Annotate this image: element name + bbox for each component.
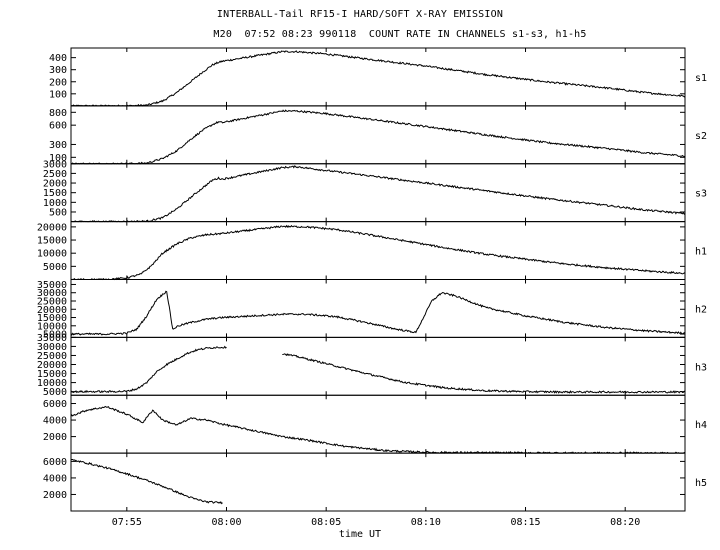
panel-frame-h3 <box>70 336 686 396</box>
series-line-s3-1 <box>70 166 283 223</box>
chart-title: INTERBALL-Tail RF15-I HARD/SOFT X-RAY EM… <box>216 9 504 20</box>
y-tick-label-h1: 15000 <box>37 236 67 247</box>
chart-subtitle: M20 07:52 08:23 990118 COUNT RATE IN CHA… <box>213 29 587 40</box>
y-tick-label-s1: 300 <box>49 65 67 76</box>
x-tick-label: 08:10 <box>411 517 441 528</box>
y-tick-label-h2: 5000 <box>43 330 67 341</box>
x-tick-label: 08:15 <box>510 517 540 528</box>
panel-label-s2: s2 <box>695 131 707 142</box>
y-tick-label-h5: 2000 <box>43 490 67 501</box>
y-tick-label-h3: 35000 <box>37 333 67 344</box>
y-tick-label-s3: 2000 <box>43 179 67 190</box>
panel-label-s1: s1 <box>695 73 707 84</box>
series-line-s2-1 <box>70 110 283 165</box>
panel-label-h1: h1 <box>695 247 707 258</box>
x-tick-label: 08:20 <box>610 517 640 528</box>
y-tick-label-h1: 10000 <box>37 249 67 260</box>
panel-frame-h5 <box>70 452 686 512</box>
series-line-h4-1 <box>70 405 283 438</box>
y-tick-label-h2: 30000 <box>37 288 67 299</box>
y-tick-label-h3: 30000 <box>37 342 67 353</box>
y-tick-label-s3: 1500 <box>43 188 67 199</box>
y-tick-label-s3: 500 <box>49 207 67 218</box>
y-tick-label-h3: 10000 <box>37 378 67 389</box>
panel-label-h3: h3 <box>695 362 707 373</box>
series-line-h2-1 <box>70 290 283 336</box>
y-tick-label-s2: 300 <box>49 140 67 151</box>
y-tick-label-h2: 25000 <box>37 296 67 307</box>
y-tick-label-h3: 15000 <box>37 369 67 380</box>
panel-label-h2: h2 <box>695 304 707 315</box>
panel-label-h4: h4 <box>695 420 707 431</box>
y-tick-label-h2: 35000 <box>37 280 67 291</box>
x-tick-label: 07:55 <box>112 517 142 528</box>
y-tick-label-h1: 20000 <box>37 222 67 233</box>
x-axis-label: time UT <box>338 529 382 540</box>
y-tick-label-s2: 800 <box>49 108 67 119</box>
y-tick-label-h4: 2000 <box>43 432 67 443</box>
x-tick-label: 08:05 <box>311 517 341 528</box>
y-tick-label-s3: 2500 <box>43 169 67 180</box>
series-line-s1-1 <box>70 50 283 107</box>
series-line-h4-2 <box>282 435 686 454</box>
panel-label-s3: s3 <box>695 189 707 200</box>
panel-frame-s2 <box>70 105 686 165</box>
series-line-h3-1 <box>70 345 227 394</box>
y-tick-label-h2: 20000 <box>37 305 67 316</box>
y-tick-label-h2: 15000 <box>37 313 67 324</box>
y-tick-label-h2: 10000 <box>37 321 67 332</box>
panel-frame-h2 <box>70 279 686 338</box>
y-tick-label-h5: 4000 <box>43 473 67 484</box>
y-tick-label-s2: 100 <box>49 153 67 164</box>
y-tick-label-h5: 6000 <box>43 457 67 468</box>
panel-frame-h4 <box>70 394 686 454</box>
panel-frame-h1 <box>70 221 686 280</box>
series-line-h1-1 <box>70 225 283 281</box>
y-tick-label-s1: 400 <box>49 53 67 64</box>
series-line-s3-2 <box>282 165 686 215</box>
y-tick-label-s2: 600 <box>49 121 67 132</box>
y-tick-label-h1: 5000 <box>43 262 67 273</box>
y-tick-label-h3: 25000 <box>37 351 67 362</box>
series-line-h3-2 <box>282 353 686 394</box>
y-tick-label-s3: 3000 <box>43 159 67 170</box>
series-line-h1-2 <box>282 224 686 275</box>
y-tick-label-h4: 4000 <box>43 416 67 427</box>
y-tick-label-h3: 5000 <box>43 387 67 398</box>
y-tick-label-h3: 20000 <box>37 360 67 371</box>
panel-label-h5: h5 <box>695 478 707 489</box>
y-tick-label-s3: 1000 <box>43 198 67 209</box>
x-tick-label: 08:00 <box>211 517 241 528</box>
panel-frame-s1 <box>70 47 686 107</box>
y-tick-label-s1: 200 <box>49 77 67 88</box>
y-tick-label-h4: 6000 <box>43 399 67 410</box>
y-tick-label-s1: 100 <box>49 89 67 100</box>
series-line-h2-2 <box>281 291 686 335</box>
series-line-s1-2 <box>282 50 686 98</box>
series-line-s2-2 <box>281 109 686 158</box>
panel-frame-s3 <box>70 163 686 223</box>
series-line-h5-1 <box>70 459 223 505</box>
